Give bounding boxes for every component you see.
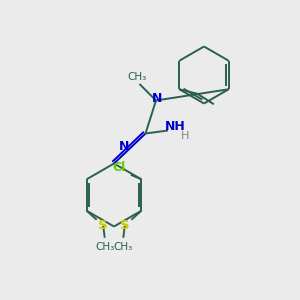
Text: CH₃: CH₃	[128, 72, 147, 82]
Text: CH₃: CH₃	[95, 242, 114, 252]
Text: NH: NH	[164, 120, 185, 134]
Text: N: N	[152, 92, 162, 106]
Text: N: N	[119, 140, 130, 154]
Text: S: S	[98, 219, 108, 232]
Text: H: H	[181, 131, 189, 141]
Text: S: S	[120, 219, 130, 232]
Text: CH₃: CH₃	[114, 242, 133, 252]
Text: Cl: Cl	[113, 161, 126, 174]
